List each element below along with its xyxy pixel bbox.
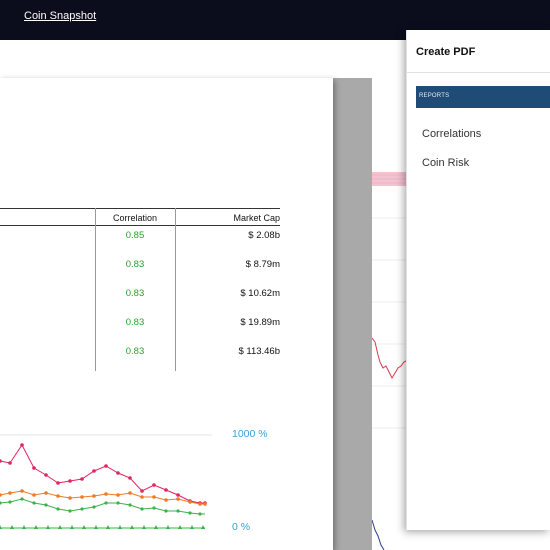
- market-cap-value: $ 10.62m: [240, 288, 280, 299]
- market-cap-value: $ 2.08b: [248, 230, 280, 241]
- series-orange-markers: [0, 489, 207, 506]
- y-axis-bottom-label: 0 %: [232, 521, 251, 533]
- table-row: 0.83 $ 113.46b: [0, 342, 280, 371]
- create-pdf-modal: Create PDF REPORTS Correlations Coin Ris…: [406, 30, 550, 530]
- column-header-market-cap: Market Cap: [233, 213, 280, 223]
- table-header: Correlation Market Cap: [0, 208, 280, 226]
- coin-snapshot-link[interactable]: Coin Snapshot: [24, 10, 97, 22]
- reports-section-header: REPORTS: [416, 86, 550, 108]
- column-divider: [95, 208, 96, 371]
- correlation-value: 0.83: [125, 288, 145, 299]
- series-green-line: [0, 498, 205, 515]
- column-header-correlation: Correlation: [112, 213, 158, 223]
- modal-title: Create PDF: [416, 46, 476, 58]
- market-cap-value: $ 19.89m: [240, 317, 280, 328]
- correlation-table: Correlation Market Cap 0.85 $ 2.08b 0.83…: [0, 208, 280, 371]
- series-baseline-markers: [0, 525, 205, 529]
- report-item-correlations[interactable]: Correlations: [422, 128, 482, 140]
- correlation-value: 0.83: [125, 317, 145, 328]
- table-row: 0.83 $ 8.79m: [0, 255, 280, 284]
- preview-performance-chart: 1000 % 0 %: [0, 423, 333, 548]
- correlation-value: 0.85: [125, 230, 145, 241]
- background-chart-red-line: [371, 337, 409, 380]
- background-chart-blue-line: [371, 519, 385, 550]
- series-green-markers: [0, 497, 202, 516]
- background-chart-grid: [370, 217, 410, 429]
- pdf-preview-page: Correlation Market Cap 0.85 $ 2.08b 0.83…: [0, 78, 333, 550]
- preview-chart-svg: [0, 434, 212, 529]
- market-cap-value: $ 113.46b: [238, 346, 280, 357]
- market-cap-value: $ 8.79m: [245, 259, 280, 270]
- reports-section-label: REPORTS: [419, 93, 450, 99]
- column-divider: [175, 208, 176, 371]
- table-row: 0.83 $ 10.62m: [0, 284, 280, 313]
- background-chart: [370, 40, 410, 550]
- y-axis-top-label: 1000 %: [232, 428, 268, 440]
- report-item-coin-risk[interactable]: Coin Risk: [422, 157, 470, 169]
- table-row: 0.83 $ 19.89m: [0, 313, 280, 342]
- table-row: 0.85 $ 2.08b: [0, 226, 280, 255]
- top-navbar: Coin Snapshot: [0, 0, 550, 40]
- correlation-value: 0.83: [125, 346, 145, 357]
- modal-divider: [407, 72, 550, 73]
- series-pink-markers: [0, 443, 207, 505]
- correlation-value: 0.83: [125, 259, 145, 270]
